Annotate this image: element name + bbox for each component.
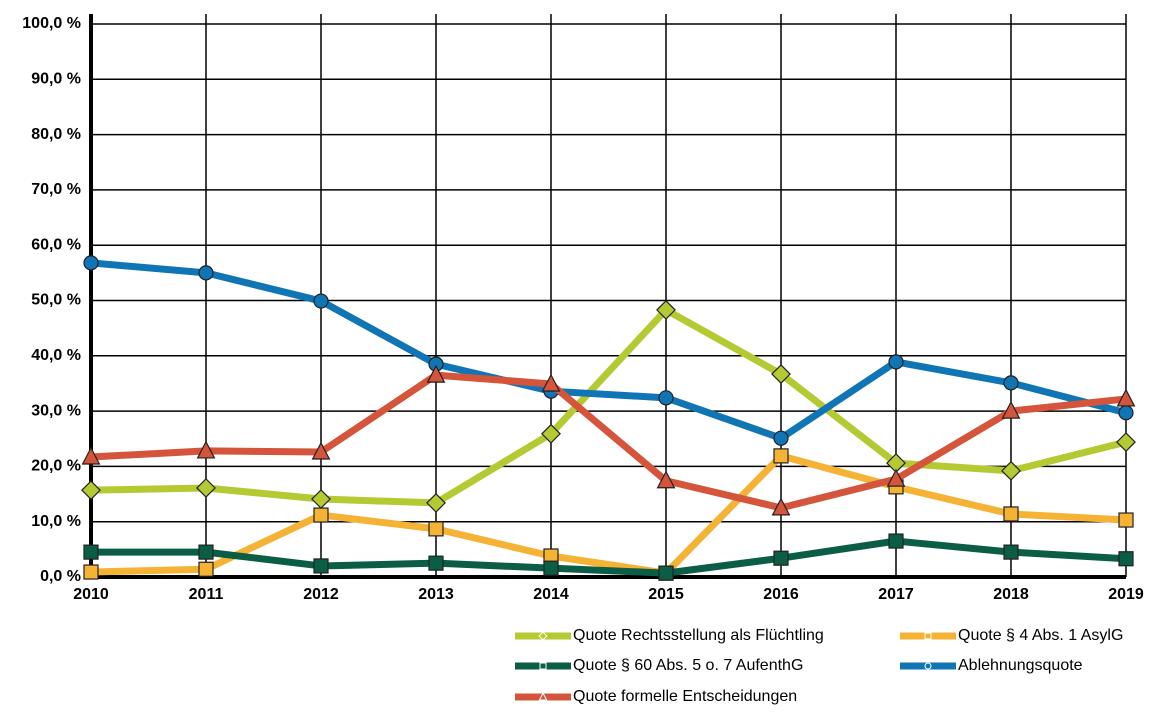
point <box>773 550 789 566</box>
point <box>313 293 329 309</box>
x-tick-label: 2011 <box>189 586 224 603</box>
point <box>311 489 331 509</box>
y-tick-label: 100,0 % <box>22 15 81 32</box>
point <box>81 446 101 465</box>
y-tick-label: 90,0 % <box>31 71 81 88</box>
marker <box>539 662 547 670</box>
point <box>198 265 214 281</box>
point <box>1003 506 1019 522</box>
point <box>1116 388 1136 407</box>
legend-label: Ablehnungsquote <box>958 657 1083 674</box>
y-tick-label: 80,0 % <box>31 126 81 143</box>
point <box>428 521 444 537</box>
point <box>888 354 904 370</box>
marker <box>538 692 548 701</box>
point <box>541 423 561 444</box>
point <box>313 558 329 574</box>
x-tick-label: 2018 <box>993 586 1029 603</box>
point <box>886 468 906 487</box>
y-tick-label: 40,0 % <box>31 347 81 364</box>
point <box>1118 405 1134 421</box>
point <box>888 533 904 549</box>
point <box>1116 432 1136 453</box>
y-tick-label: 10,0 % <box>31 513 81 530</box>
y-tick-label: 50,0 % <box>31 292 81 309</box>
y-tick-label: 30,0 % <box>31 402 81 419</box>
point <box>773 430 789 446</box>
point <box>771 497 791 516</box>
point <box>656 470 676 489</box>
point <box>83 564 99 580</box>
point <box>543 560 559 576</box>
point <box>771 364 791 384</box>
legend-label: Quote Rechtsstellung als Flüchtling <box>573 627 824 644</box>
x-tick-label: 2013 <box>418 586 454 603</box>
point <box>1118 512 1134 528</box>
legend-label: Quote formelle Entscheidungen <box>573 688 797 705</box>
x-tick-label: 2015 <box>648 586 684 603</box>
point <box>1003 544 1019 560</box>
legend-label: Quote § 60 Abs. 5 o. 7 AufenthG <box>573 657 803 674</box>
point <box>658 390 674 406</box>
point <box>198 561 214 577</box>
point <box>81 480 101 501</box>
series-line <box>90 452 1127 577</box>
y-tick-label: 70,0 % <box>31 181 81 198</box>
point <box>541 373 561 392</box>
point <box>426 492 446 513</box>
point <box>428 555 444 571</box>
point <box>1003 375 1019 391</box>
x-tick-label: 2014 <box>533 586 569 603</box>
point <box>656 299 676 320</box>
x-tick-label: 2017 <box>878 586 914 603</box>
y-tick-label: 0,0 % <box>40 568 81 585</box>
legend-label: Quote § 4 Abs. 1 AsylG <box>958 627 1123 644</box>
x-tick-label: 2010 <box>73 586 109 603</box>
series-line <box>91 537 1127 577</box>
marker <box>924 632 932 640</box>
series-line <box>90 259 1127 442</box>
point <box>198 544 214 560</box>
point <box>311 441 331 460</box>
point <box>773 448 789 464</box>
x-tick-label: 2012 <box>303 586 339 603</box>
y-tick-label: 20,0 % <box>31 458 81 475</box>
point <box>83 544 99 560</box>
point <box>83 255 99 271</box>
point <box>196 440 216 459</box>
point <box>658 565 674 581</box>
x-tick-label: 2019 <box>1108 586 1144 603</box>
point <box>313 507 329 523</box>
x-tick-label: 2016 <box>763 586 799 603</box>
series-line <box>90 371 1127 512</box>
marker <box>538 631 548 641</box>
point <box>1001 460 1021 481</box>
point <box>196 478 216 498</box>
series-line <box>90 306 1127 507</box>
point <box>426 364 446 383</box>
point <box>1118 551 1134 567</box>
y-tick-label: 60,0 % <box>31 236 81 253</box>
marker <box>924 662 932 670</box>
point <box>1001 400 1021 419</box>
